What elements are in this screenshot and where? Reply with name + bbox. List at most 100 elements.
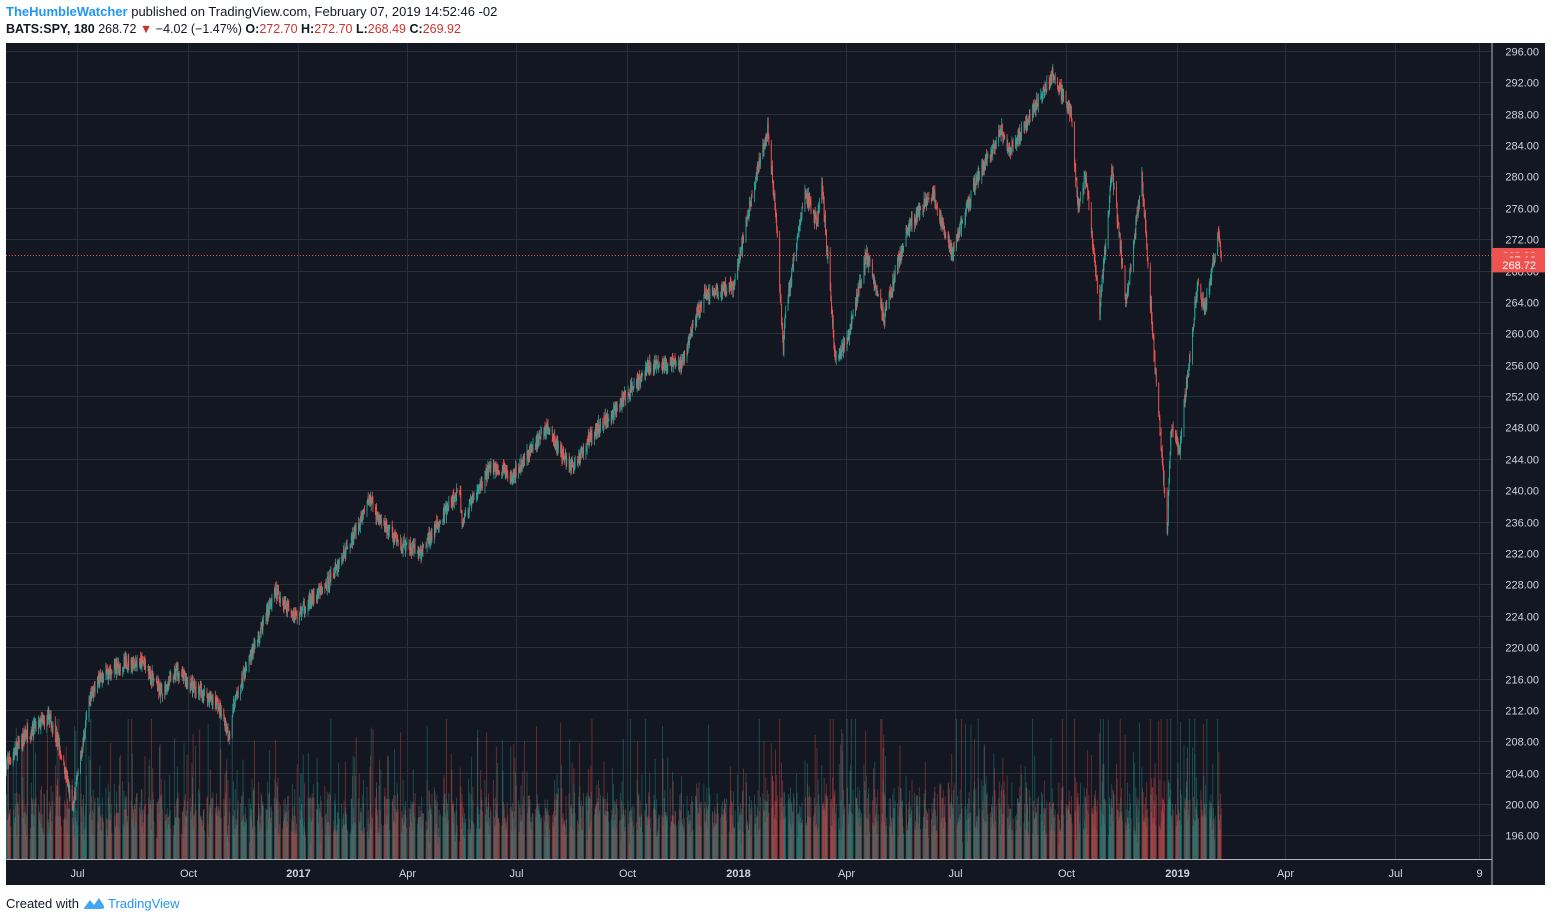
volume-bar [1160, 719, 1162, 859]
candle-body [754, 184, 755, 198]
volume-bar [468, 778, 470, 859]
candle-body [553, 440, 555, 445]
volume-bar [536, 794, 538, 859]
volume-bar [66, 798, 68, 859]
volume-bar [1137, 799, 1139, 859]
volume-bar [598, 788, 600, 859]
volume-bar [530, 821, 532, 859]
volume-bar [80, 793, 82, 859]
price-chart[interactable]: 196.00200.00204.00208.00212.00216.00220.… [6, 43, 1545, 885]
volume-bar [507, 814, 509, 859]
candle-body [468, 510, 470, 513]
volume-bar [452, 805, 453, 859]
candle-body [334, 573, 335, 577]
volume-bar [123, 791, 125, 859]
candle-body [624, 391, 626, 393]
candle-body [103, 674, 104, 683]
candle-body [166, 685, 168, 692]
candle-body [124, 657, 126, 663]
candle-body [642, 373, 643, 376]
candle-body [422, 546, 424, 551]
volume-bar [30, 814, 32, 859]
candle-body [738, 258, 740, 260]
volume-bar [293, 806, 295, 859]
volume-bar [1095, 830, 1097, 859]
volume-bar [1142, 815, 1144, 859]
volume-bar [822, 810, 824, 859]
candle-body [141, 657, 143, 661]
candle-body [472, 496, 474, 498]
volume-bar [670, 821, 672, 859]
volume-bar [299, 797, 300, 859]
candle-body [51, 724, 53, 727]
candle-body [190, 681, 192, 684]
volume-bar [473, 823, 475, 859]
volume-bar [172, 825, 174, 859]
candle-body [341, 557, 343, 560]
volume-bar [923, 817, 925, 859]
volume-bar [621, 781, 623, 859]
author-link[interactable]: TheHumbleWatcher [6, 4, 128, 19]
volume-bar [219, 810, 220, 859]
volume-bar [201, 819, 202, 859]
candle-body [164, 686, 166, 700]
volume-bar [202, 811, 204, 859]
volume-bar [1217, 806, 1219, 859]
volume-bar [603, 761, 605, 859]
volume-bar [1153, 777, 1155, 859]
volume-bar [578, 743, 580, 859]
candle-body [607, 415, 609, 423]
volume-bar [1093, 794, 1095, 859]
volume-bar [605, 798, 607, 859]
volume-bar [654, 800, 655, 859]
candle-body [59, 750, 61, 755]
volume-bar [721, 835, 723, 859]
candle-body [658, 364, 660, 367]
candle-body [368, 502, 370, 504]
volume-bar [56, 719, 58, 859]
volume-bar [151, 719, 152, 859]
volume-bar [33, 815, 35, 859]
volume-bar [570, 808, 572, 859]
candle-body [628, 395, 630, 397]
volume-bar [834, 789, 836, 859]
volume-bar [173, 835, 175, 859]
volume-bar [107, 783, 109, 859]
candle-body [455, 493, 457, 501]
candle-body [501, 472, 503, 475]
volume-bar [1083, 829, 1085, 859]
volume-bar [1206, 719, 1208, 859]
candle-body [454, 492, 456, 496]
volume-bar [445, 799, 447, 859]
volume-bar [790, 824, 791, 859]
candle-body [107, 668, 109, 680]
volume-bar [746, 783, 747, 859]
volume-bar [1180, 825, 1182, 859]
candle-body [428, 533, 430, 544]
volume-bar [909, 790, 911, 859]
volume-bar [1037, 796, 1039, 859]
candle-body [721, 293, 723, 296]
volume-bar [1071, 795, 1072, 859]
volume-bar [1026, 788, 1028, 859]
volume-bar [848, 803, 850, 859]
volume-bar [1000, 834, 1001, 859]
volume-bar [192, 793, 193, 859]
volume-bar [48, 828, 50, 859]
volume-bar [662, 758, 664, 859]
volume-bar [342, 825, 344, 859]
candle-body [687, 339, 689, 342]
volume-bar [876, 805, 877, 859]
candle-body [419, 550, 421, 552]
volume-bar [1196, 814, 1198, 859]
volume-bar [841, 827, 843, 859]
volume-bar [767, 793, 769, 859]
candle-body [190, 688, 192, 690]
volume-bar [530, 828, 532, 859]
volume-bar [1102, 719, 1104, 859]
volume-bar [653, 795, 655, 859]
volume-bar [436, 823, 438, 859]
volume-bar [956, 719, 957, 859]
volume-bar [631, 821, 633, 859]
volume-bar [1010, 821, 1012, 859]
